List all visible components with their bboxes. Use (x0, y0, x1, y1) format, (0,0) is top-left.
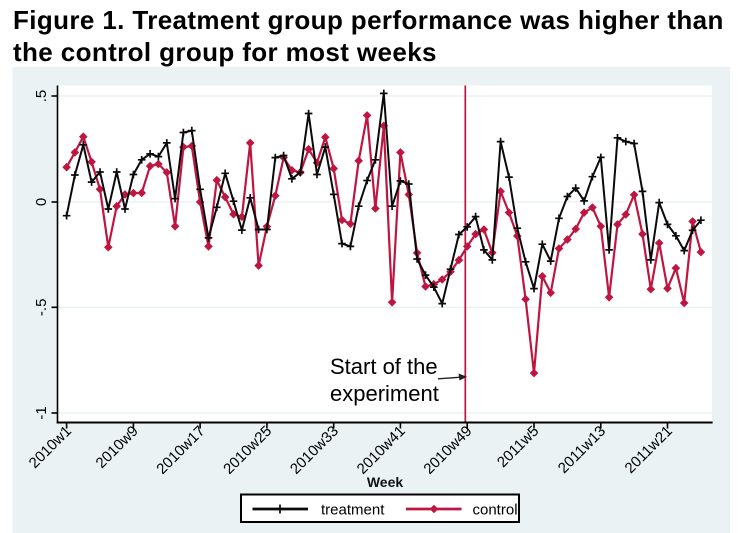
svg-text:Week: Week (367, 474, 404, 490)
svg-text:control: control (473, 502, 518, 519)
svg-text:Start of the: Start of the (330, 354, 438, 379)
svg-text:-.5: -.5 (33, 299, 50, 317)
svg-text:.5: .5 (33, 90, 50, 103)
svg-text:0: 0 (33, 198, 50, 206)
svg-text:experiment: experiment (330, 381, 439, 406)
svg-text:-1: -1 (33, 406, 50, 419)
svg-text:treatment: treatment (321, 502, 385, 519)
